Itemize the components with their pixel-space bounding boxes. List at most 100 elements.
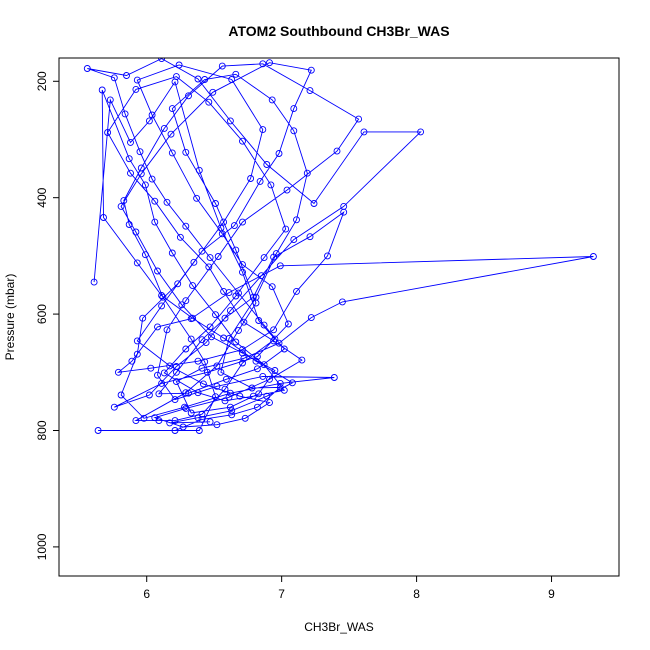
data-point — [125, 221, 133, 228]
data-point — [288, 379, 296, 387]
data-point — [190, 258, 198, 266]
data-point — [257, 272, 265, 280]
data-point — [222, 375, 230, 383]
data-point — [182, 404, 190, 412]
data-point — [324, 252, 331, 260]
data-point — [195, 427, 203, 434]
data-point — [253, 353, 261, 361]
data-point — [187, 335, 195, 343]
data-point — [166, 362, 174, 370]
data-point — [239, 268, 246, 276]
series-layer — [83, 58, 597, 434]
data-point — [198, 415, 206, 423]
data-point — [148, 175, 156, 183]
data-point — [132, 417, 140, 425]
data-point — [187, 409, 195, 417]
data-point — [290, 236, 298, 244]
data-point — [213, 362, 221, 370]
data-point — [120, 197, 128, 205]
data-point — [133, 76, 141, 84]
data-point — [310, 200, 318, 207]
data-point — [220, 218, 228, 226]
data-point — [333, 147, 341, 155]
data-point — [306, 233, 314, 241]
data-point — [158, 302, 166, 310]
y-axis: 200 400 600 800 1000 — [35, 71, 59, 560]
data-point — [176, 233, 184, 241]
data-point — [228, 411, 236, 419]
data-point — [133, 259, 141, 267]
data-point — [136, 148, 144, 156]
data-point — [253, 403, 261, 411]
data-point — [174, 280, 182, 288]
data-point — [171, 427, 179, 434]
data-point — [221, 397, 229, 405]
data-point — [260, 254, 268, 262]
data-point — [263, 392, 271, 400]
data-point — [100, 214, 107, 221]
data-point — [284, 320, 292, 328]
data-point — [212, 393, 219, 401]
data-point — [182, 297, 190, 305]
data-point — [266, 399, 273, 407]
data-point — [232, 246, 240, 254]
data-point — [194, 75, 202, 83]
data-point — [206, 418, 214, 426]
data-point — [260, 321, 268, 329]
data-point — [218, 230, 226, 238]
data-point — [154, 371, 161, 379]
data-point — [145, 117, 153, 125]
data-point — [255, 317, 263, 324]
data-point — [147, 364, 155, 372]
data-point — [221, 314, 229, 322]
data-point — [206, 254, 214, 262]
data-point — [182, 148, 190, 156]
data-point — [307, 314, 315, 322]
data-point — [195, 166, 203, 174]
x-tick-label: 7 — [278, 587, 285, 601]
data-point — [185, 389, 192, 397]
data-point — [228, 407, 236, 415]
data-point — [117, 202, 125, 210]
data-point — [205, 98, 213, 106]
data-point — [182, 345, 190, 353]
data-point — [220, 287, 228, 295]
plot-frame — [58, 57, 620, 577]
data-point — [221, 385, 229, 393]
data-point — [226, 403, 234, 411]
data-point — [249, 293, 257, 301]
data-point — [166, 419, 174, 427]
data-point — [198, 247, 206, 255]
series-line — [87, 58, 594, 431]
data-point — [94, 427, 102, 434]
data-point — [263, 161, 271, 168]
data-point — [214, 253, 222, 260]
data-point — [104, 129, 112, 136]
data-point — [307, 66, 315, 74]
data-point — [132, 228, 140, 236]
data-point — [283, 186, 291, 194]
data-point — [340, 202, 348, 210]
data-point — [293, 287, 300, 295]
data-point — [194, 357, 202, 365]
data-point — [228, 76, 236, 83]
data-point — [266, 59, 273, 67]
data-point — [90, 278, 98, 286]
data-point — [360, 128, 368, 136]
x-axis: 6 7 8 9 — [143, 576, 555, 601]
y-tick-label: 400 — [35, 187, 49, 207]
x-axis-label: CH3Br_WAS — [304, 620, 374, 634]
data-point — [155, 390, 163, 398]
data-point — [132, 85, 140, 93]
data-point — [154, 323, 161, 331]
data-point — [160, 124, 168, 132]
data-point — [240, 354, 248, 362]
data-point — [338, 298, 346, 306]
data-point — [189, 282, 197, 290]
data-point — [168, 105, 176, 113]
data-point — [217, 368, 225, 376]
data-point — [141, 181, 149, 189]
data-point — [232, 292, 240, 300]
data-point — [158, 58, 166, 63]
